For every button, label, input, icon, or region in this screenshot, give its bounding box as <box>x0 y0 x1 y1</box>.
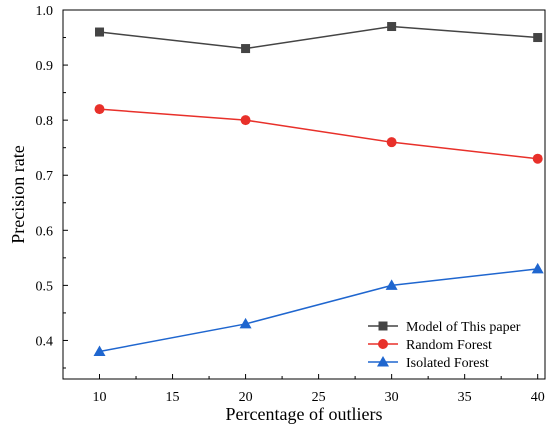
legend-item: Random Forest <box>368 338 492 353</box>
y-tick-label: 1.0 <box>36 4 54 19</box>
y-tick-label: 0.8 <box>36 114 54 129</box>
data-point <box>532 153 543 164</box>
series-line <box>99 108 538 160</box>
series-line <box>99 268 538 353</box>
data-point <box>387 22 397 32</box>
data-point <box>240 115 251 126</box>
axes: 10 15 20 25 30 35 40 0.4 0.5 0.6 0.7 0.8 0.9 1.0 <box>36 4 546 405</box>
data-point <box>241 44 251 54</box>
y-tick-label: 0.7 <box>36 169 54 184</box>
series-3 <box>93 262 544 356</box>
y-tick-label: 0.6 <box>36 224 54 239</box>
y-tick-label: 0.4 <box>36 334 54 349</box>
plot-frame <box>62 9 546 380</box>
x-tick-label: 40 <box>531 390 545 405</box>
series-1 <box>95 22 543 54</box>
x-tick-label: 35 <box>458 390 472 405</box>
legend-label: Random Forest <box>406 338 492 353</box>
y-tick-label: 0.9 <box>36 59 54 74</box>
x-axis-title: Percentage of outliers <box>226 404 383 424</box>
series-group <box>93 22 544 356</box>
y-tick-label: 0.5 <box>36 279 54 294</box>
data-point <box>386 137 397 148</box>
legend-label: Model of This paper <box>406 320 521 335</box>
series-line <box>99 25 538 50</box>
legend-marker <box>378 339 388 349</box>
data-point <box>93 345 106 356</box>
y-axis-title: Precision rate <box>8 145 28 243</box>
legend-marker <box>378 321 388 331</box>
legend-item: Model of This paper <box>368 320 521 335</box>
x-tick-label: 20 <box>239 390 253 405</box>
data-point <box>94 104 105 115</box>
data-point <box>385 279 398 290</box>
x-tick-label: 15 <box>166 390 180 405</box>
legend-item: Isolated Forest <box>368 356 489 371</box>
legend-label: Isolated Forest <box>406 356 489 371</box>
series-2 <box>94 104 543 164</box>
legend-marker <box>377 356 389 367</box>
data-point <box>533 33 543 43</box>
legend: Model of This paper Random Forest Isolated… <box>368 320 521 371</box>
data-point <box>95 27 105 37</box>
x-tick-label: 30 <box>385 390 399 405</box>
x-tick-label: 10 <box>93 390 107 405</box>
data-point <box>239 317 252 329</box>
data-point <box>531 262 544 274</box>
x-tick-label: 25 <box>312 390 326 405</box>
